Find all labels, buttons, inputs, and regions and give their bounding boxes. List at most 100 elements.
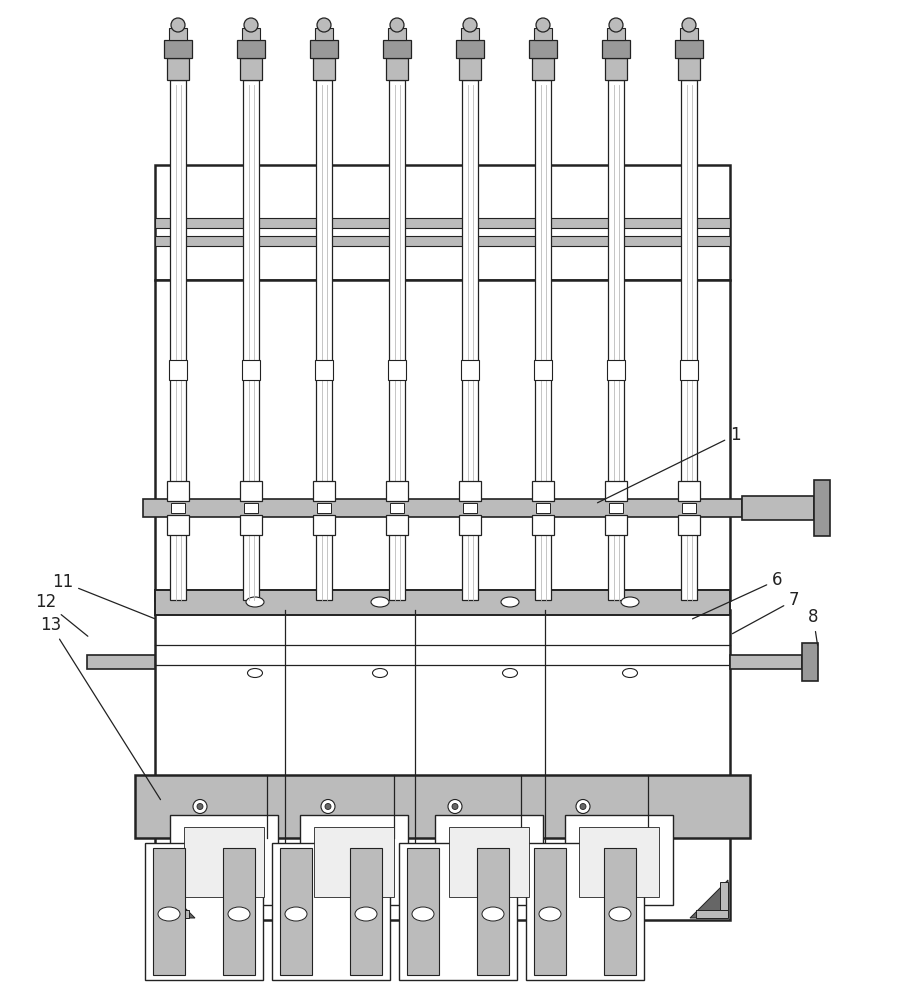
Bar: [280, 848, 312, 975]
Circle shape: [463, 18, 477, 32]
Ellipse shape: [285, 907, 307, 921]
Ellipse shape: [502, 668, 518, 678]
Bar: [532, 515, 554, 535]
Circle shape: [244, 18, 258, 32]
Bar: [678, 58, 700, 80]
Bar: [145, 843, 263, 980]
Bar: [814, 480, 830, 536]
Text: 6: 6: [693, 571, 782, 619]
Bar: [170, 815, 278, 905]
Bar: [386, 58, 408, 80]
Bar: [608, 80, 624, 600]
Ellipse shape: [158, 907, 180, 921]
Ellipse shape: [371, 597, 389, 607]
Bar: [167, 58, 189, 80]
Bar: [164, 40, 192, 58]
Bar: [565, 815, 673, 905]
Ellipse shape: [609, 907, 631, 921]
Text: 1: 1: [597, 426, 740, 503]
Ellipse shape: [228, 907, 250, 921]
Bar: [609, 503, 623, 513]
Bar: [459, 58, 481, 80]
Circle shape: [193, 800, 207, 814]
Bar: [315, 360, 333, 380]
Bar: [242, 28, 260, 40]
Bar: [388, 28, 406, 40]
Bar: [602, 40, 630, 58]
Bar: [223, 848, 255, 975]
Bar: [300, 815, 408, 905]
Bar: [243, 80, 259, 600]
Text: 13: 13: [40, 616, 160, 800]
Bar: [155, 235, 730, 245]
Bar: [390, 503, 404, 513]
Bar: [399, 843, 517, 980]
Bar: [534, 848, 566, 975]
Bar: [605, 58, 627, 80]
Bar: [350, 848, 382, 975]
Bar: [170, 80, 186, 600]
Bar: [534, 360, 552, 380]
Bar: [315, 28, 333, 40]
Ellipse shape: [621, 597, 639, 607]
Bar: [155, 280, 730, 600]
Bar: [244, 503, 258, 513]
Bar: [407, 848, 439, 975]
Bar: [696, 910, 728, 918]
Bar: [605, 481, 627, 501]
Bar: [680, 360, 698, 380]
Circle shape: [576, 800, 590, 814]
Bar: [240, 58, 262, 80]
Bar: [604, 848, 636, 975]
Ellipse shape: [539, 907, 561, 921]
Circle shape: [580, 804, 586, 810]
Bar: [388, 360, 406, 380]
Bar: [463, 503, 477, 513]
Bar: [389, 80, 405, 600]
Circle shape: [536, 18, 550, 32]
Bar: [383, 40, 411, 58]
Ellipse shape: [246, 597, 264, 607]
Bar: [461, 28, 479, 40]
Bar: [135, 775, 750, 838]
Bar: [720, 882, 728, 910]
Circle shape: [171, 18, 185, 32]
Bar: [167, 515, 189, 535]
Ellipse shape: [482, 907, 504, 921]
Bar: [237, 40, 265, 58]
Circle shape: [682, 18, 696, 32]
Bar: [167, 481, 189, 501]
Circle shape: [197, 804, 203, 810]
Polygon shape: [690, 880, 728, 918]
Circle shape: [452, 804, 458, 810]
Bar: [157, 910, 189, 918]
Bar: [314, 827, 394, 897]
Circle shape: [325, 804, 331, 810]
Ellipse shape: [355, 907, 377, 921]
Text: 7: 7: [732, 591, 800, 634]
Bar: [316, 80, 332, 600]
Bar: [607, 360, 625, 380]
Bar: [680, 28, 698, 40]
Text: 11: 11: [52, 573, 156, 619]
Bar: [532, 481, 554, 501]
Bar: [143, 499, 742, 517]
Circle shape: [390, 18, 404, 32]
Bar: [240, 481, 262, 501]
Polygon shape: [157, 880, 195, 918]
Bar: [449, 827, 529, 897]
Bar: [317, 503, 331, 513]
Bar: [313, 58, 335, 80]
Bar: [532, 58, 554, 80]
Bar: [462, 80, 478, 600]
Ellipse shape: [247, 668, 263, 678]
Bar: [310, 40, 338, 58]
Bar: [171, 503, 185, 513]
Circle shape: [448, 800, 462, 814]
Bar: [155, 610, 730, 920]
Bar: [157, 882, 165, 910]
Bar: [153, 848, 185, 975]
Bar: [272, 843, 390, 980]
Bar: [240, 515, 262, 535]
Bar: [184, 827, 264, 897]
